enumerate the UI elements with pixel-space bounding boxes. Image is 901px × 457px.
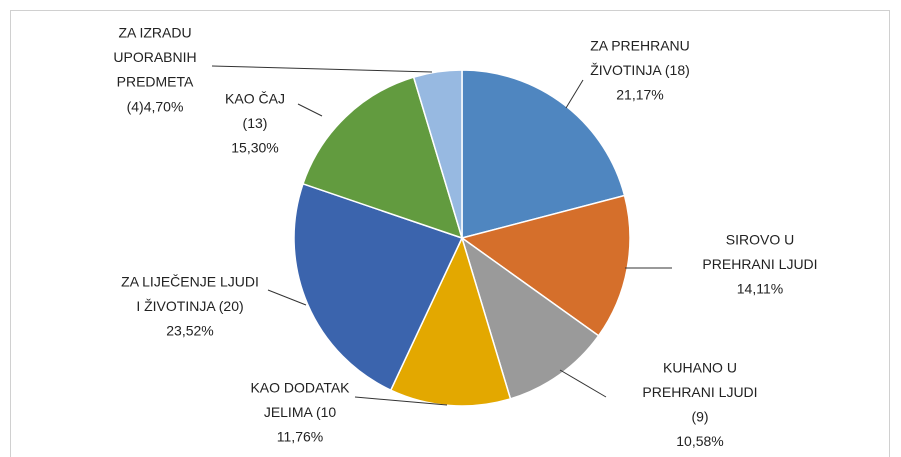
category-label: KAO ČAJ [225, 91, 285, 107]
category-label: PREHRANI LJUDI [642, 384, 757, 400]
leader-line [211, 65, 433, 73]
value-label: 10,58% [676, 433, 723, 449]
category-label: I ŽIVOTINJA (20) [136, 298, 243, 314]
value-label: 11,76% [277, 429, 323, 445]
leader-line [267, 289, 307, 306]
category-label: ZA PREHRANU [590, 38, 690, 54]
leader-line [565, 79, 584, 109]
category-label: JELIMA (10 [264, 404, 337, 420]
pie-slice [460, 194, 631, 337]
category-label: SIROVO U [726, 232, 794, 248]
pie-slice [302, 76, 464, 240]
pie-slice [293, 182, 464, 392]
leader-line [354, 396, 448, 406]
value-label: 14,11% [737, 281, 783, 297]
value-label: 4,70% [144, 98, 184, 114]
category-label: KAO DODATAK [250, 380, 350, 396]
value-label: 21,17% [616, 87, 663, 103]
value-label: 15,30% [231, 140, 278, 156]
category-label: UPORABNIH [113, 49, 196, 65]
slice-label: (4)4,70% [127, 98, 184, 114]
category-label: ZA LIJEČENJE LJUDI [121, 274, 259, 290]
category-label: (4) [127, 98, 144, 114]
pie-slice [460, 236, 600, 400]
category-label: (9) [691, 409, 708, 425]
pie-slice [461, 69, 626, 239]
category-label: ŽIVOTINJA (18) [590, 62, 690, 78]
category-label: KUHANO U [663, 360, 737, 376]
value-label: 23,52% [166, 323, 213, 339]
leader-line [559, 369, 607, 398]
category-label: PREHRANI LJUDI [702, 256, 817, 272]
category-label: (13) [243, 115, 268, 131]
category-label: PREDMETA [117, 74, 194, 90]
pie-slice [412, 69, 463, 239]
pie-slice [389, 235, 512, 407]
category-label: ZA IZRADU [118, 25, 191, 41]
leader-line [297, 103, 323, 117]
